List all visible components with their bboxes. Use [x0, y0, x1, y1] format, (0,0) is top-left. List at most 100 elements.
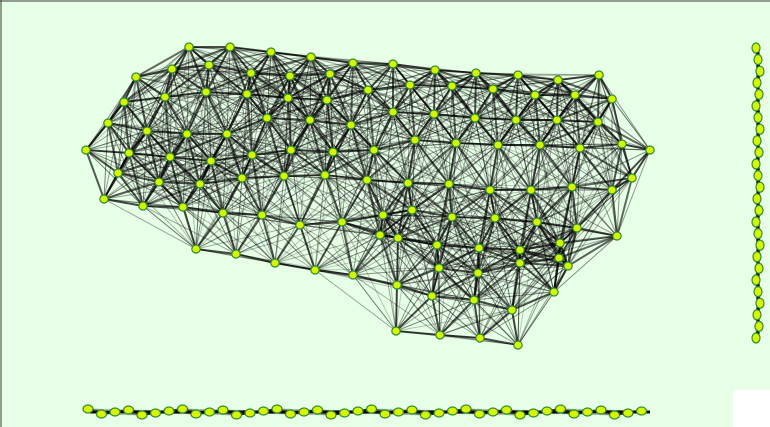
main-edge	[341, 221, 433, 297]
main-edge	[274, 179, 368, 264]
side-camera-node	[754, 204, 764, 216]
main-edge	[188, 46, 252, 74]
main-edge	[409, 84, 453, 87]
main-camera-node	[388, 107, 398, 117]
main-edge	[128, 152, 197, 250]
main-edge	[135, 46, 190, 78]
main-edge	[123, 46, 190, 103]
main-edge	[396, 237, 399, 286]
main-edge	[324, 149, 375, 176]
main-edge	[123, 101, 160, 183]
main-edge	[146, 72, 252, 132]
main-edge	[283, 75, 291, 177]
main-edge	[251, 154, 326, 176]
main-edge	[477, 217, 496, 274]
main-edge	[379, 189, 491, 236]
main-edge	[382, 214, 438, 246]
main-edge	[395, 272, 479, 332]
main-edge	[326, 99, 368, 181]
main-edge	[395, 330, 441, 336]
front-camera-node	[190, 409, 202, 419]
front-edge	[560, 408, 602, 411]
main-edge	[515, 119, 613, 191]
main-camera-node	[430, 65, 440, 75]
main-edge	[314, 214, 384, 271]
main-edge	[530, 189, 561, 244]
main-edge	[397, 237, 479, 274]
main-edge	[241, 175, 285, 179]
main-camera-node	[563, 261, 573, 271]
main-edge	[171, 68, 188, 135]
main-edge	[199, 154, 253, 185]
main-edge	[266, 117, 285, 177]
main-edge	[283, 175, 381, 236]
main-edge	[324, 174, 343, 223]
main-edge	[492, 79, 559, 90]
main-edge	[392, 111, 435, 115]
main-edge	[411, 139, 416, 211]
main-edge	[478, 227, 578, 249]
main-camera-node	[612, 231, 622, 241]
main-edge	[290, 149, 334, 153]
main-edge	[85, 96, 166, 151]
main-edge	[103, 122, 109, 200]
main-edge	[477, 262, 521, 274]
main-edge	[208, 64, 328, 101]
main-edge	[448, 144, 499, 185]
main-edge	[341, 221, 397, 332]
main-edge	[205, 72, 252, 93]
main-edge	[329, 73, 369, 91]
main-edge	[314, 269, 433, 297]
main-edge	[439, 272, 479, 336]
main-edge	[261, 214, 301, 226]
main-edge	[182, 206, 197, 250]
main-edge	[451, 79, 559, 87]
main-edge	[366, 179, 409, 184]
main-edge	[411, 209, 453, 218]
main-camera-node	[427, 291, 437, 301]
main-edge	[519, 235, 618, 264]
main-edge	[266, 89, 369, 119]
main-edge	[226, 97, 289, 135]
main-edge	[494, 189, 613, 219]
main-camera-node	[554, 253, 564, 263]
main-camera-node	[473, 268, 483, 278]
main-edge	[226, 75, 291, 135]
main-edge	[556, 119, 633, 179]
main-edge	[107, 68, 173, 124]
main-edge	[530, 147, 581, 191]
main-edge	[379, 182, 409, 236]
main-edge	[395, 284, 398, 332]
main-edge	[123, 96, 166, 103]
main-edge	[128, 133, 228, 154]
main-edge	[373, 111, 394, 151]
main-edge	[477, 265, 569, 274]
side-camera-node	[751, 100, 761, 112]
main-edge	[534, 74, 600, 96]
main-edge	[186, 133, 285, 177]
main-edge	[379, 234, 398, 286]
main-edge	[117, 172, 243, 179]
main-edge	[397, 209, 413, 239]
main-edge	[182, 91, 207, 208]
main-edge	[539, 121, 599, 146]
main-edge	[489, 189, 561, 244]
main-edge	[270, 51, 291, 77]
front-edge	[573, 413, 615, 416]
main-edge	[497, 144, 538, 223]
main-edge	[261, 214, 381, 236]
main-camera-node	[218, 208, 228, 218]
main-edge	[479, 262, 521, 339]
main-camera-node	[154, 177, 164, 187]
main-edge	[392, 85, 453, 113]
main-edge	[341, 179, 368, 223]
main-edge	[117, 160, 212, 174]
front-camera-node	[500, 405, 513, 415]
main-edge	[478, 189, 491, 249]
main-edge	[235, 221, 343, 255]
main-edge	[576, 121, 599, 229]
side-camera-node	[751, 216, 761, 228]
main-edge	[558, 235, 618, 259]
main-edge	[397, 237, 433, 297]
